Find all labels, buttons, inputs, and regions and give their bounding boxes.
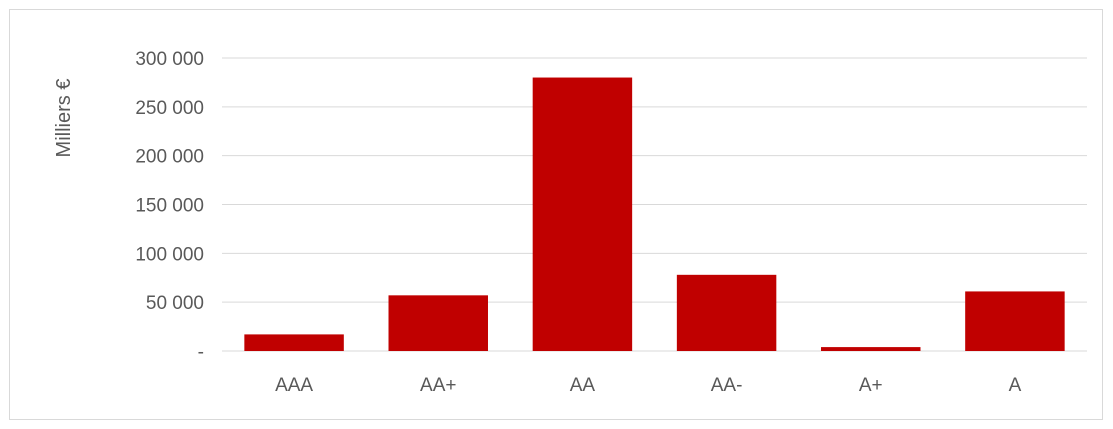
y-tick-label: 50 000 [146, 293, 204, 314]
gridlines [222, 57, 1087, 352]
x-tick-labels: AAA AA+ AA AA- A+ A [275, 375, 1022, 396]
y-tick-label: 200 000 [135, 147, 204, 168]
y-axis-label: Milliers € [53, 79, 75, 158]
y-tick-label: 300 000 [135, 49, 204, 70]
y-tick-label: - [198, 342, 204, 363]
bar-AA [532, 77, 633, 352]
bar-AAA [244, 334, 344, 351]
x-tick-label: A [1009, 375, 1022, 396]
x-tick-label: A+ [859, 375, 883, 396]
bar-A [965, 291, 1065, 351]
y-tick-labels: - 50 000 100 000 150 000 200 000 250 000 300 0… [135, 49, 204, 363]
y-tick-label: 250 000 [135, 98, 204, 119]
y-tick-label: 100 000 [135, 244, 204, 265]
x-tick-label: AA [570, 375, 596, 396]
y-tick-label: 150 000 [135, 196, 204, 217]
bar-A+ [821, 347, 921, 351]
x-tick-label: AAA [275, 375, 313, 396]
bar-AA- [676, 274, 777, 351]
x-tick-label: AA+ [420, 375, 456, 396]
bars [244, 77, 1065, 352]
x-tick-label: AA- [711, 375, 743, 396]
bar-AA+ [388, 295, 488, 351]
